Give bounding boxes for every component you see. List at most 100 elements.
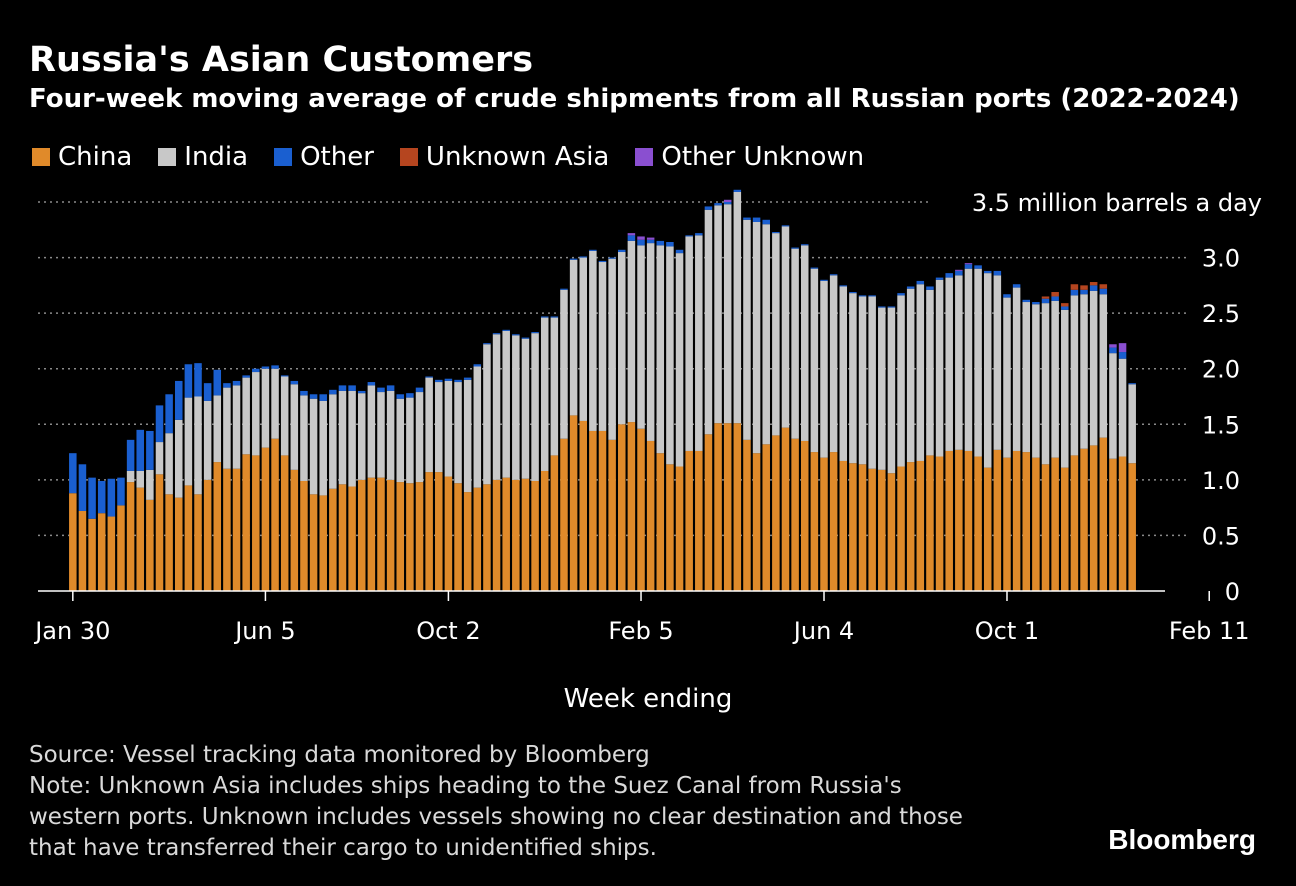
bar-china bbox=[589, 430, 597, 591]
bar-india bbox=[348, 390, 356, 487]
bar-china bbox=[290, 469, 299, 591]
bar-china bbox=[1099, 437, 1108, 591]
bar-other bbox=[531, 332, 539, 334]
bar-other bbox=[309, 394, 318, 399]
bar-other bbox=[88, 477, 96, 519]
bar-india bbox=[386, 390, 395, 480]
bar-other bbox=[271, 365, 279, 369]
bar-other bbox=[916, 280, 925, 285]
bar-india bbox=[492, 334, 501, 480]
bar-china bbox=[406, 483, 414, 591]
bar-other bbox=[97, 480, 106, 514]
bar-china bbox=[685, 450, 693, 591]
bar-other bbox=[1051, 296, 1059, 301]
bar-other bbox=[569, 258, 578, 260]
bar-other bbox=[550, 316, 559, 318]
bar-other bbox=[136, 429, 144, 471]
bar-india bbox=[1051, 300, 1059, 458]
bar-other bbox=[184, 364, 193, 398]
bar-india bbox=[993, 275, 1002, 450]
bar-other bbox=[1118, 352, 1127, 359]
y-tick-label: 3.0 bbox=[1202, 245, 1240, 273]
bar-other bbox=[78, 464, 87, 511]
bar-india bbox=[1012, 287, 1021, 451]
bar-china bbox=[415, 482, 424, 591]
bar-china bbox=[1128, 463, 1136, 591]
bar-other bbox=[829, 274, 838, 276]
bar-china bbox=[666, 464, 674, 591]
legend: China India Other Unknown Asia Other Unk… bbox=[32, 142, 864, 172]
legend-item-other: Other bbox=[274, 142, 374, 172]
bar-india bbox=[878, 307, 886, 470]
bar-india bbox=[618, 252, 626, 425]
bar-india bbox=[1022, 302, 1031, 453]
bar-other bbox=[1041, 298, 1050, 304]
bar-china bbox=[338, 484, 347, 591]
bar-india bbox=[184, 397, 193, 486]
bar-india bbox=[791, 248, 799, 439]
bar-other bbox=[1128, 383, 1136, 385]
y-tick-label: 1.5 bbox=[1202, 411, 1240, 439]
bar-india bbox=[377, 392, 385, 478]
x-tick-label: Jun 4 bbox=[792, 617, 854, 645]
bar-other bbox=[463, 377, 472, 380]
y-tick-label: 2.5 bbox=[1202, 300, 1240, 328]
bar-other bbox=[704, 206, 713, 210]
bar-china bbox=[926, 455, 934, 591]
bar-other bbox=[675, 249, 684, 254]
bar-unknown-asia bbox=[1061, 303, 1069, 307]
bar-china bbox=[829, 452, 838, 591]
bar-china bbox=[579, 420, 587, 591]
bar-other bbox=[897, 293, 905, 296]
x-tick-label: Oct 2 bbox=[416, 617, 480, 645]
bar-other bbox=[1080, 289, 1088, 295]
bar-other bbox=[1109, 347, 1117, 354]
bar-india bbox=[319, 400, 327, 496]
bar-china bbox=[993, 449, 1002, 591]
bar-india bbox=[685, 236, 693, 451]
bar-other bbox=[492, 333, 501, 335]
bar-india bbox=[695, 235, 703, 451]
x-axis-title: Week ending bbox=[563, 684, 733, 714]
bar-other bbox=[637, 239, 645, 246]
bar-china bbox=[945, 450, 953, 591]
bar-india bbox=[406, 397, 414, 484]
y-tick-label: 2.0 bbox=[1202, 356, 1240, 384]
bar-india bbox=[146, 469, 154, 500]
bar-china bbox=[386, 479, 395, 591]
bar-china bbox=[743, 439, 751, 591]
bar-china bbox=[1080, 448, 1088, 591]
bar-india bbox=[772, 233, 780, 436]
bar-india bbox=[367, 385, 376, 478]
bar-india bbox=[945, 277, 953, 451]
bar-china bbox=[839, 460, 848, 591]
bar-china bbox=[791, 438, 799, 591]
y-tick-label: 0 bbox=[1225, 578, 1240, 606]
bar-india bbox=[868, 296, 876, 469]
bar-india bbox=[271, 368, 279, 439]
bar-india bbox=[839, 286, 848, 461]
bar-other bbox=[820, 279, 828, 281]
bar-india bbox=[926, 289, 934, 456]
bar-other bbox=[203, 383, 212, 401]
bar-china bbox=[309, 494, 318, 591]
bar-india bbox=[309, 398, 318, 495]
bar-other-unknown bbox=[637, 236, 645, 240]
bar-india bbox=[897, 295, 905, 467]
legend-label-other: Other bbox=[300, 142, 374, 172]
bar-other bbox=[849, 292, 857, 294]
bar-china bbox=[329, 488, 337, 591]
bar-india bbox=[165, 433, 173, 495]
bar-india bbox=[126, 470, 135, 483]
bar-china bbox=[560, 438, 568, 591]
bar-india bbox=[829, 275, 838, 453]
bar-india bbox=[858, 296, 867, 465]
bar-other bbox=[483, 343, 491, 345]
bar-india bbox=[646, 243, 655, 441]
x-tick-label: Oct 1 bbox=[975, 617, 1039, 645]
bar-china bbox=[425, 472, 433, 591]
bar-india bbox=[531, 333, 539, 481]
bar-other bbox=[983, 270, 992, 274]
bar-china bbox=[810, 452, 819, 591]
bar-other bbox=[107, 478, 116, 517]
